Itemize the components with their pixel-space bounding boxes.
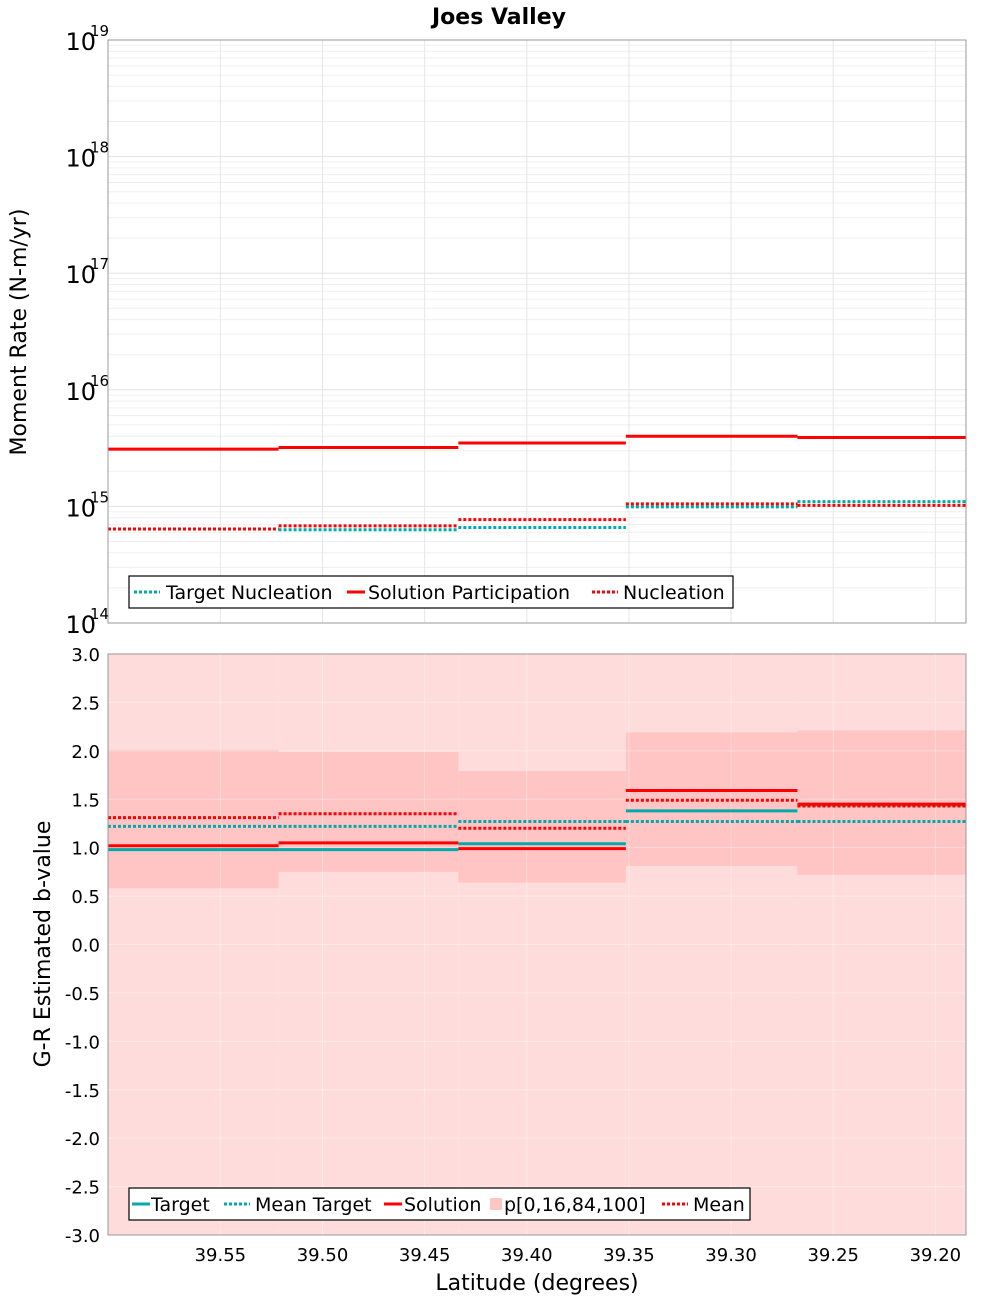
x-tick-label: 39.40 xyxy=(501,1245,553,1266)
top-series xyxy=(108,434,966,532)
x-tick-label: 39.35 xyxy=(603,1245,655,1266)
top-grid xyxy=(108,40,966,624)
bottom-plot-border xyxy=(107,653,967,1236)
bottom-y-tick-label: -1.0 xyxy=(65,1032,100,1053)
top-legend: Target Nucleation Solution Participation… xyxy=(128,575,734,609)
mean-target-line xyxy=(108,820,966,828)
bottom-y-tick-label: 0.0 xyxy=(71,936,100,957)
top-y-axis-label: Moment Rate (N-m/yr) xyxy=(7,209,32,456)
x-ticks: 39.55 39.50 39.45 39.40 39.35 39.30 39.25 39.20 xyxy=(195,1245,962,1266)
top-y-tick-exponent: 15 xyxy=(90,488,109,506)
outer-percentile-band-bin xyxy=(278,654,459,1235)
bottom-y-tick-label: 1.5 xyxy=(71,790,100,811)
top-y-tick-base: 10 xyxy=(65,611,96,639)
chart-title: Joes Valley xyxy=(430,5,566,30)
top-y-tick-exponent: 17 xyxy=(90,255,109,273)
legend-label-target: Target xyxy=(150,1194,210,1216)
outer-percentile-band-bin xyxy=(458,654,626,1235)
nucleation-line xyxy=(108,502,966,531)
bottom-series xyxy=(108,789,966,852)
x-tick-label: 39.30 xyxy=(705,1245,757,1266)
top-y-tick-base: 10 xyxy=(65,28,96,56)
top-plot-area xyxy=(108,40,966,623)
legend-swatch-percentile-band xyxy=(490,1198,502,1210)
bottom-y-axis-label: G-R Estimated b-value xyxy=(31,821,56,1068)
top-y-tick-exponent: 18 xyxy=(90,139,109,157)
bottom-panel: 3.0 2.5 2.0 1.5 1.0 0.5 0.0 -0.5 -1.0 -1.5 -2.0 -2.… xyxy=(31,645,967,1296)
mean-line xyxy=(108,798,966,830)
legend-label-mean-target: Mean Target xyxy=(255,1194,372,1216)
bottom-legend: Target Mean Target Solution p[0,16,84,10… xyxy=(128,1187,751,1221)
legend-label-solution: Solution xyxy=(404,1194,481,1216)
top-y-tick-base: 10 xyxy=(65,494,96,522)
bottom-y-tick-label: 1.0 xyxy=(71,839,100,860)
x-tick-label: 39.25 xyxy=(807,1245,859,1266)
legend-label-target-nucleation: Target Nucleation xyxy=(165,582,333,604)
bottom-y-ticks: 3.0 2.5 2.0 1.5 1.0 0.5 0.0 -0.5 -1.0 -1.5 -2.0 -2.… xyxy=(65,645,100,1247)
bottom-y-tick-label: -1.5 xyxy=(65,1081,100,1102)
top-y-tick-exponent: 19 xyxy=(90,22,109,40)
legend-label-solution-participation: Solution Participation xyxy=(368,582,570,604)
bottom-y-tick-label: -2.0 xyxy=(65,1129,100,1150)
bottom-y-tick-label: 3.0 xyxy=(71,645,100,666)
bottom-grid xyxy=(108,653,966,1236)
bottom-y-tick-label: 0.5 xyxy=(71,887,100,908)
x-tick-label: 39.45 xyxy=(399,1245,451,1266)
top-y-tick-base: 10 xyxy=(65,261,96,289)
bottom-y-tick-label: 2.0 xyxy=(71,742,100,763)
legend-label-nucleation: Nucleation xyxy=(623,582,725,604)
top-y-tick-exponent: 16 xyxy=(90,372,109,390)
bottom-y-tick-label: 2.5 xyxy=(71,693,100,714)
solution-line xyxy=(108,789,966,851)
top-y-tick-exponent: 14 xyxy=(90,605,109,623)
top-y-tick-base: 10 xyxy=(65,145,96,173)
legend-label-mean: Mean xyxy=(693,1194,745,1216)
top-y-tick-base: 10 xyxy=(65,378,96,406)
legend-label-percentile-band: p[0,16,84,100] xyxy=(504,1194,646,1216)
x-tick-label: 39.50 xyxy=(297,1245,349,1266)
x-tick-label: 39.55 xyxy=(195,1245,247,1266)
x-axis-label: Latitude (degrees) xyxy=(435,1271,638,1296)
top-legend-box xyxy=(128,575,734,609)
solution-participation-line xyxy=(108,434,966,451)
bottom-bands xyxy=(108,654,966,1235)
bottom-y-tick-label: -3.0 xyxy=(65,1226,100,1247)
inner-percentile-band-bin xyxy=(278,751,459,872)
x-tick-label: 39.20 xyxy=(910,1245,962,1266)
bottom-legend-box xyxy=(128,1187,751,1221)
top-plot-border xyxy=(107,39,967,624)
bottom-y-tick-label: -0.5 xyxy=(65,984,100,1005)
bottom-y-tick-label: -2.5 xyxy=(65,1178,100,1199)
